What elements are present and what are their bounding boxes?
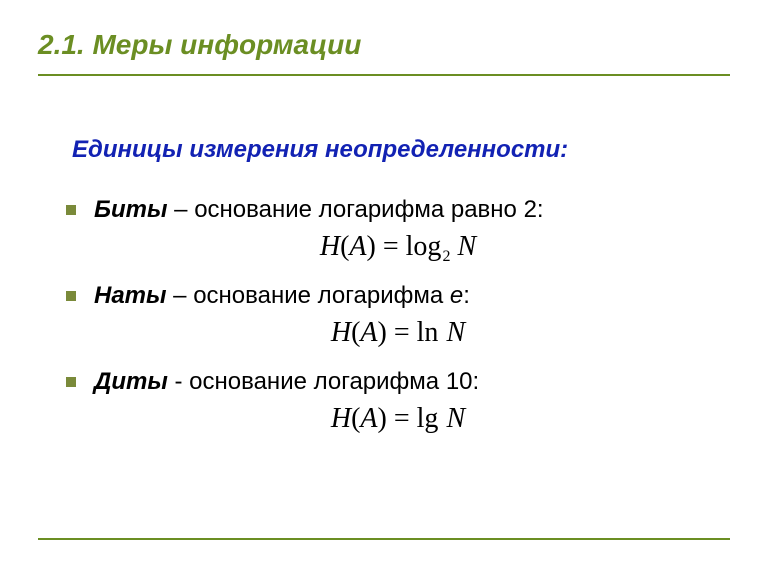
desc: основание логарифма равно 2: bbox=[194, 196, 543, 223]
list-item: Наты – основание логарифма e: bbox=[66, 280, 730, 311]
slide-title: 2.1. Меры информации bbox=[38, 28, 730, 66]
f-eq: = bbox=[383, 231, 399, 262]
f-arg: A bbox=[349, 231, 366, 262]
f-sub bbox=[438, 420, 439, 437]
f-lhs: H bbox=[331, 317, 351, 348]
slide-subtitle: Единицы измерения неопределенности: bbox=[72, 136, 730, 164]
formula: H(A) = ln N bbox=[66, 317, 730, 352]
desc-after: : bbox=[463, 282, 470, 309]
dash: - bbox=[168, 368, 189, 395]
f-op: lg bbox=[417, 403, 439, 434]
list-item: Диты - основание логарифма 10: bbox=[66, 366, 730, 397]
dash: – bbox=[168, 196, 195, 223]
list-item: Биты – основание логарифма равно 2: bbox=[66, 194, 730, 225]
f-arg: A bbox=[360, 403, 377, 434]
f-op: log bbox=[406, 231, 442, 262]
f-sub bbox=[438, 334, 439, 351]
f-rhs: N bbox=[457, 231, 476, 262]
term: Биты bbox=[94, 196, 168, 223]
term: Диты bbox=[94, 368, 168, 395]
f-rhs: N bbox=[446, 317, 465, 348]
formula: H(A) = lg N bbox=[66, 403, 730, 438]
f-rhs: N bbox=[446, 403, 465, 434]
f-lhs: H bbox=[331, 403, 351, 434]
formula: H(A) = log2 N bbox=[66, 231, 730, 266]
bottom-rule bbox=[38, 538, 730, 540]
slide: 2.1. Меры информации Единицы измерения н… bbox=[0, 0, 768, 576]
desc: основание логарифма 10: bbox=[189, 368, 479, 395]
f-eq: = bbox=[394, 403, 410, 434]
title-rule bbox=[38, 74, 730, 76]
f-arg: A bbox=[360, 317, 377, 348]
desc-ital: e bbox=[450, 282, 463, 309]
bullet-list: Биты – основание логарифма равно 2: H(A)… bbox=[66, 194, 730, 439]
desc: основание логарифма bbox=[193, 282, 450, 309]
dash: – bbox=[167, 282, 194, 309]
f-lhs: H bbox=[320, 231, 340, 262]
f-eq: = bbox=[394, 317, 410, 348]
term: Наты bbox=[94, 282, 167, 309]
f-op: ln bbox=[417, 317, 439, 348]
f-sub: 2 bbox=[441, 248, 450, 265]
